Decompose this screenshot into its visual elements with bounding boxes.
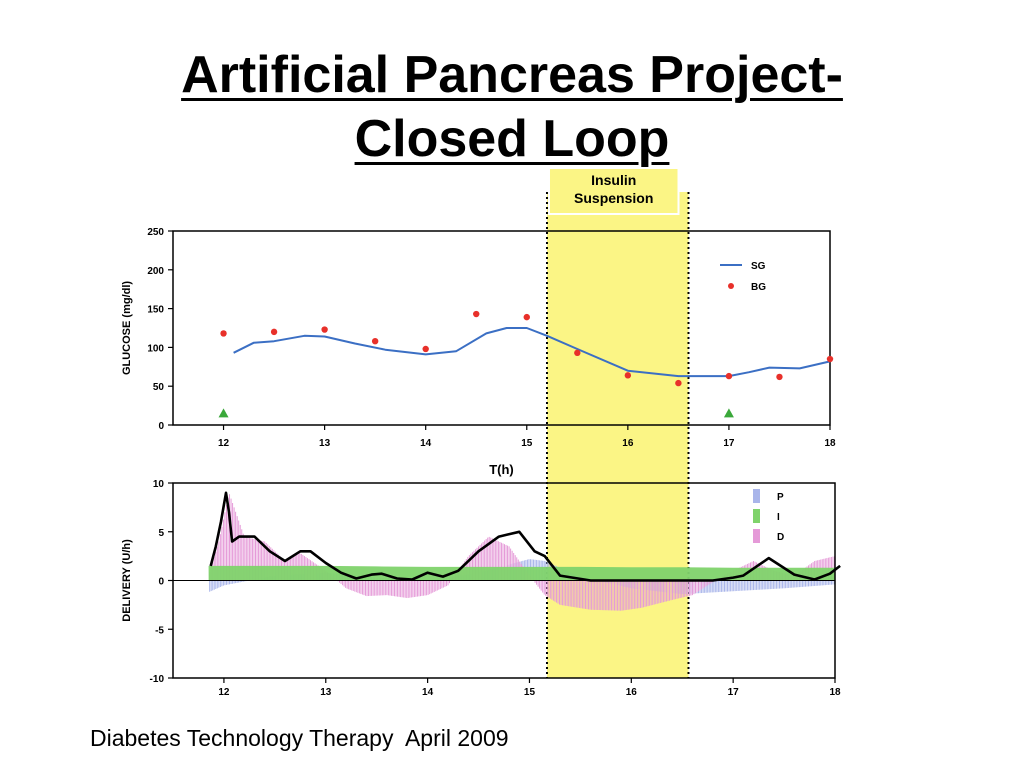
total-delivery-line xyxy=(209,491,841,582)
glucose-y-axis-label: GLUCOSE (mg/dl) xyxy=(121,281,133,375)
bg-point xyxy=(725,372,733,380)
delivery-chart: -10 -5 0 5 10 12 13 14 15 16 17 18 DELIVERY (U/h) PID xyxy=(121,479,841,698)
suspension-label-line-1: Insulin xyxy=(591,172,636,188)
glucose-x-axis-label: T(h) xyxy=(489,462,514,477)
glucose-y-tick-label: 150 xyxy=(147,305,164,316)
bg-point xyxy=(270,328,278,336)
bg-point xyxy=(422,345,429,353)
slide-title-line-1: Artificial Pancreas Project- xyxy=(181,45,843,104)
meal-marker-triangle xyxy=(218,408,229,418)
delivery-y-tick-label: 5 xyxy=(158,528,164,539)
glucose-x-tick-label: 14 xyxy=(420,438,432,449)
legend-i-swatch xyxy=(753,509,760,523)
glucose-x-tick-label: 16 xyxy=(622,438,634,449)
legend-p-swatch xyxy=(753,489,760,503)
bg-point xyxy=(776,373,783,381)
i-component-area xyxy=(208,565,836,581)
delivery-x-tick-label: 16 xyxy=(626,687,638,698)
delivery-y-tick-label: 10 xyxy=(153,479,165,490)
glucose-x-tick-label: 15 xyxy=(521,438,533,449)
glucose-y-tick-label: 250 xyxy=(147,227,164,238)
delivery-x-tick-label: 14 xyxy=(422,687,434,698)
delivery-x-tick-label: 12 xyxy=(218,687,230,698)
bg-point xyxy=(574,349,581,357)
glucose-y-tick-label: 0 xyxy=(158,421,164,432)
bg-point xyxy=(523,313,530,321)
legend-i-label: I xyxy=(777,512,780,523)
legend-d-swatch xyxy=(753,529,760,543)
slide-title-line-2: Closed Loop xyxy=(354,109,670,168)
glucose-y-tick-label: 100 xyxy=(147,343,164,354)
delivery-x-tick-label: 17 xyxy=(728,687,740,698)
legend-sg-label: SG xyxy=(751,261,766,272)
meal-marker-triangle xyxy=(723,408,734,418)
glucose-x-tick-label: 13 xyxy=(319,438,331,449)
slide-title: Artificial Pancreas Project- Closed Loop xyxy=(0,43,1024,171)
delivery-y-tick-label: 0 xyxy=(158,577,164,588)
citation-caption: Diabetes Technology Therapy April 2009 xyxy=(90,725,509,751)
suspension-label-line-2: Suspension xyxy=(574,190,653,206)
bg-point xyxy=(473,310,480,318)
glucose-y-tick-label: 200 xyxy=(147,266,164,277)
delivery-x-tick-label: 13 xyxy=(320,687,332,698)
bg-point xyxy=(826,355,834,363)
legend-p-label: P xyxy=(777,492,784,503)
bg-point xyxy=(675,379,682,387)
glucose-chart: 0 50 100 150 200 250 12 13 14 15 16 17 18 T(h) GLUCOSE… xyxy=(121,227,836,477)
bg-point xyxy=(624,372,632,379)
glucose-x-tick-label: 12 xyxy=(218,438,230,449)
legend-d-label: D xyxy=(777,532,784,543)
suspension-label-box xyxy=(547,167,680,215)
bg-point xyxy=(321,326,328,333)
legend-bg-label: BG xyxy=(751,282,766,293)
delivery-x-tick-label: 15 xyxy=(524,687,536,698)
bg-point xyxy=(220,330,227,337)
delivery-y-tick-label: -5 xyxy=(155,625,164,636)
sg-series-line xyxy=(233,327,831,378)
bg-point xyxy=(371,337,379,345)
delivery-x-tick-label: 18 xyxy=(829,687,841,698)
legend-bg-swatch xyxy=(728,283,734,289)
glucose-x-tick-label: 17 xyxy=(723,438,735,449)
glucose-plot-frame xyxy=(172,230,831,426)
glucose-x-tick-label: 18 xyxy=(824,438,836,449)
delivery-y-axis-label: DELIVERY (U/h) xyxy=(121,539,133,622)
delivery-y-tick-label: -10 xyxy=(150,674,165,685)
glucose-y-tick-label: 50 xyxy=(153,382,165,393)
